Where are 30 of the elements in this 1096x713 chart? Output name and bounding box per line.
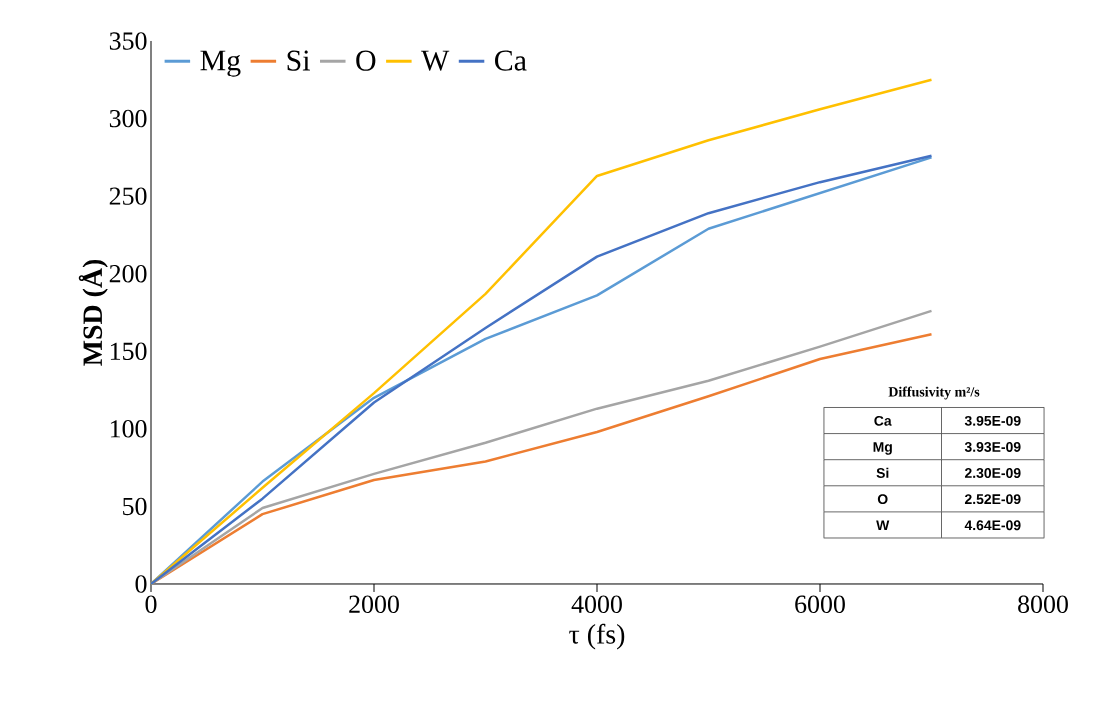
annotation: O — [877, 494, 888, 505]
y-tick-label: 250 — [109, 187, 147, 205]
x-tick-label: 8000 — [1018, 595, 1068, 613]
annotation: Si — [876, 467, 889, 478]
legend-label: Si — [287, 50, 310, 71]
y-axis-title: MSD (Å) — [78, 259, 108, 366]
annotation: 3.93E-09 — [964, 441, 1021, 452]
y-tick-label: 0 — [135, 575, 147, 593]
x-tick-label: 2000 — [349, 595, 399, 613]
annotation: 2.52E-09 — [964, 494, 1021, 505]
legend-label: W — [421, 50, 450, 71]
annotation: Diffusivity m²/s — [888, 386, 980, 400]
y-tick-label: 200 — [109, 264, 147, 283]
y-tick-label: 350 — [109, 32, 147, 50]
annotation: Mg — [873, 442, 892, 455]
legend-label: Mg — [200, 50, 241, 77]
annotation: 3.95E-09 — [964, 415, 1021, 426]
x-tick-label: 6000 — [795, 595, 845, 613]
annotation: Ca — [874, 415, 892, 426]
x-tick-label: 4000 — [571, 595, 622, 613]
legend-label: O — [356, 50, 376, 71]
y-tick-label: 100 — [110, 420, 147, 438]
annotation: W — [876, 520, 890, 531]
y-tick-label: 50 — [123, 497, 147, 516]
annotation: 2.30E-09 — [964, 468, 1021, 478]
legend-label: Ca — [495, 50, 527, 71]
x-axis-title: τ (fs) — [569, 623, 625, 650]
y-tick-label: 300 — [109, 109, 147, 128]
annotation: 4.64E-09 — [964, 520, 1021, 531]
y-tick-label: 150 — [110, 342, 147, 361]
